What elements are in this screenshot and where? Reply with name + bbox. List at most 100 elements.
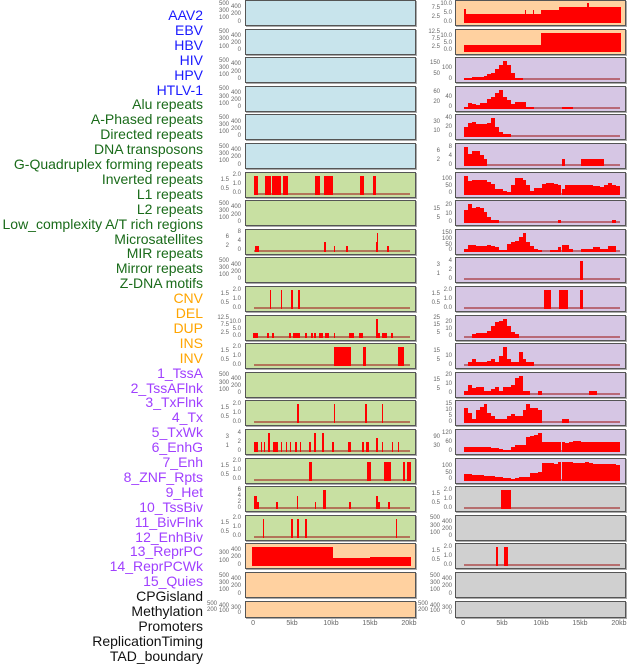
y-tick-label: 0.5 [220,528,229,535]
data-bar [402,461,405,481]
baseline [464,392,620,395]
y-tick-label: 300 [429,522,440,529]
baseline [254,364,410,367]
data-bar [483,475,488,481]
track-panel-left [245,0,416,26]
data-bar [600,186,605,195]
y-tick-label: 0.5 [220,185,229,192]
y-tick-label: 2 [237,438,241,445]
track-panel-right [455,486,626,513]
y-tick-label: 400 [230,261,241,268]
data-bar [549,442,554,452]
data-bar [483,404,488,424]
row-label: CNV [173,290,203,307]
data-bar [491,245,496,252]
data-bar [467,153,472,166]
y-tick-label: 20 [445,318,452,325]
data-bar [471,77,476,81]
data-bar [569,462,574,481]
data-bar [518,444,523,452]
y-tick-label: 100 [218,14,229,21]
y-tick-label: 0.0 [232,476,241,483]
y-tick-label: 400 [230,32,241,39]
data-bar [375,437,378,452]
data-bar [522,410,527,424]
y-tick-label: 1.0 [232,295,241,302]
data-bar [541,32,621,52]
y-tick-label: 15 [433,348,440,355]
data-bar [503,318,507,338]
data-bar [290,290,293,309]
data-bar [495,92,500,109]
data-bar [503,96,507,109]
data-bar [592,391,597,395]
y-tick-label: 40 [445,114,452,121]
y-tick-label: 3 [225,434,229,440]
data-bar [545,462,550,481]
data-bar [592,185,597,195]
y-tick-label: 100 [218,586,229,593]
y-tick-label: 60 [445,438,452,445]
y-tick-label: 0 [448,275,452,282]
data-bar [294,442,297,452]
row-label: HBV [174,36,203,53]
data-bar [291,518,293,538]
y-tick-label: 400 [441,518,452,525]
y-tick-label: 150 [441,230,452,237]
track-panel-right [455,200,626,227]
data-bar [395,518,398,538]
baseline [464,507,620,510]
data-bar [398,347,404,367]
data-bar [471,150,476,166]
row-label: AAV2 [168,7,203,23]
y-tick-label: 7.5 [220,322,229,329]
data-bar [503,547,509,567]
y-tick-label: 2 [448,266,452,273]
data-bar [479,124,484,138]
data-bar [526,436,531,452]
y-tick-label: 300 [441,604,452,611]
data-bar [479,387,484,395]
data-bar [366,442,370,452]
data-bar [510,478,515,481]
y-tick-label: 500 [206,601,217,608]
y-tick-label: 200 [230,68,241,75]
data-bar [565,442,570,452]
data-bar [534,434,539,452]
data-bar [499,320,503,338]
data-bar [518,477,523,481]
data-bar [506,100,511,109]
y-tick-label: 2.5 [220,329,229,336]
data-bar [467,78,472,81]
data-bar [588,185,593,195]
y-tick-label: 6 [436,148,440,154]
y-tick-label: 1.5 [220,462,229,469]
y-tick-label: 0.0 [443,18,452,25]
data-bar [257,502,260,510]
data-bar [496,547,498,567]
data-bar [530,190,535,195]
data-bar [387,246,389,252]
data-bar [263,442,266,452]
data-bar [534,472,539,481]
y-tick-label: 300 [429,579,440,586]
data-bar [561,188,566,195]
data-bar [479,180,484,195]
data-bar [491,219,496,224]
data-bar [348,442,351,452]
data-bar [608,464,613,481]
y-tick-label: 30 [433,443,440,449]
y-tick-label: 200 [230,383,241,390]
data-bar [388,502,390,510]
baseline [464,421,620,424]
baseline [254,421,410,424]
data-bar [364,404,368,424]
data-bar [542,183,546,195]
x-tick-label: 5kb [286,620,298,627]
x-tick-label: 10kb [323,620,339,627]
data-bar [514,334,519,338]
y-tick-label: 0 [448,590,452,597]
data-bar [314,175,320,195]
data-bar [545,183,550,195]
baseline [254,335,410,338]
